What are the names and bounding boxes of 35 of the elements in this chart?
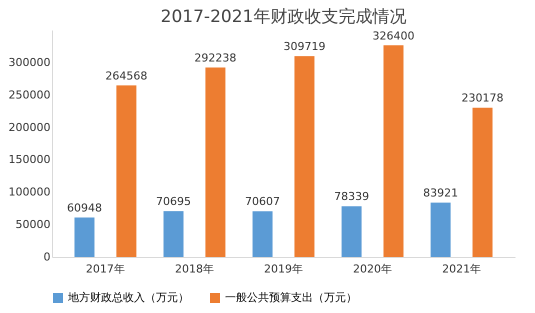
chart-title: 2017-2021年财政收支完成情况 xyxy=(160,7,406,27)
data-label: 70607 xyxy=(245,195,280,208)
data-label: 292238 xyxy=(194,51,236,64)
x-tick-label: 2020年 xyxy=(353,262,392,276)
data-label: 309719 xyxy=(283,40,326,54)
data-label: 230178 xyxy=(462,92,504,105)
y-tick-label: 0 xyxy=(44,250,50,264)
data-label: 78339 xyxy=(334,190,370,204)
data-label: 60948 xyxy=(66,201,102,214)
data-label: 70695 xyxy=(156,195,192,208)
y-tick-label: 250000 xyxy=(8,88,50,102)
y-tick-label: 300000 xyxy=(8,56,50,69)
data-label: 83921 xyxy=(423,186,458,200)
x-tick-label: 2019年 xyxy=(264,262,303,276)
legend-label: 一般公共预算支出（万元） xyxy=(225,291,357,304)
bar xyxy=(164,211,184,257)
y-tick-label: 50000 xyxy=(16,218,50,232)
bar xyxy=(116,85,136,257)
legend-label: 地方财政总收入（万元） xyxy=(67,291,189,304)
y-tick-label: 100000 xyxy=(8,186,50,199)
x-tick-label: 2018年 xyxy=(174,262,214,276)
data-label: 264568 xyxy=(105,69,148,82)
bar xyxy=(342,206,362,257)
y-tick-label: 200000 xyxy=(8,120,50,134)
x-tick-label: 2021年 xyxy=(442,262,482,276)
bar xyxy=(430,202,451,257)
y-tick-label: 150000 xyxy=(8,153,50,166)
bar xyxy=(205,67,226,257)
x-tick-label: 2017年 xyxy=(86,262,125,276)
bar xyxy=(252,211,273,257)
bar xyxy=(472,108,493,257)
data-label: 326400 xyxy=(372,29,414,42)
bar xyxy=(383,45,404,257)
bar xyxy=(74,217,94,257)
bar xyxy=(294,56,314,257)
